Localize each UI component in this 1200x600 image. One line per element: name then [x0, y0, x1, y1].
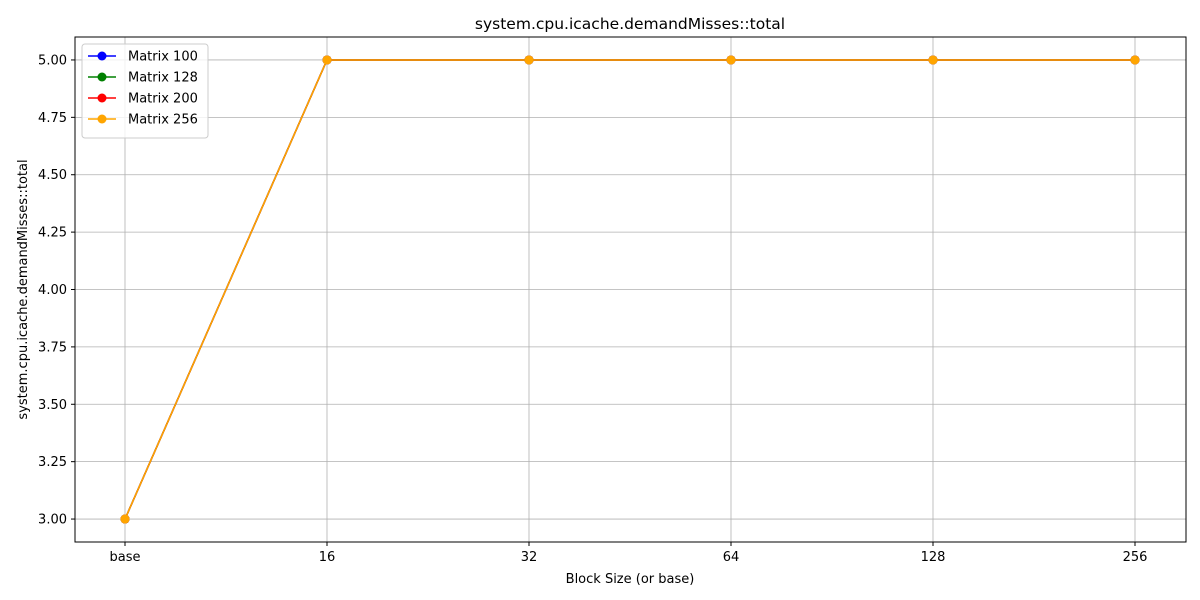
- series-line: [124, 59, 1135, 520]
- x-axis-title: Block Size (or base): [566, 572, 695, 587]
- data-point: [726, 55, 736, 65]
- x-tick-label: base: [110, 550, 141, 565]
- legend-label: Matrix 128: [128, 71, 198, 86]
- y-tick-label: 4.25: [38, 226, 67, 241]
- y-tick-label: 5.00: [38, 53, 67, 68]
- grid: [75, 37, 1186, 542]
- x-tick-label: 16: [319, 550, 336, 565]
- y-tick-label: 4.75: [38, 111, 67, 126]
- data-point: [524, 55, 534, 65]
- y-tick-label: 4.50: [38, 168, 67, 183]
- data-point: [120, 514, 130, 524]
- data-point: [928, 55, 938, 65]
- legend-label: Matrix 256: [128, 113, 198, 128]
- series-layer: [120, 55, 1140, 524]
- y-tick-label: 3.50: [38, 398, 67, 413]
- x-tick-label: 64: [723, 550, 740, 565]
- y-tick-label: 4.00: [38, 283, 67, 298]
- series-matrix-256: [120, 55, 1140, 524]
- legend-marker: [97, 114, 107, 124]
- data-point: [1130, 55, 1140, 65]
- x-tick-label: 128: [921, 550, 946, 565]
- legend-marker: [97, 51, 107, 61]
- ticks: base 16 32 64 128 256 3.00 3.25 3.50 3.75 4.00 4.25…: [38, 53, 1147, 565]
- x-tick-label: 256: [1123, 550, 1148, 565]
- y-tick-label: 3.25: [38, 455, 67, 470]
- legend: Matrix 100 Matrix 128 Matrix 200 Matrix 256: [81, 43, 209, 139]
- legend-label: Matrix 200: [128, 92, 198, 107]
- y-tick-label: 3.75: [38, 340, 67, 355]
- legend-marker: [97, 72, 107, 82]
- legend-marker: [97, 93, 107, 103]
- y-axis-title: system.cpu.icache.demandMisses::total: [16, 159, 31, 419]
- legend-label: Matrix 100: [128, 50, 198, 65]
- legend-box: [81, 43, 209, 139]
- y-tick-label: 3.00: [38, 513, 67, 528]
- x-tick-label: 32: [521, 550, 538, 565]
- data-point: [322, 55, 332, 65]
- chart-title: system.cpu.icache.demandMisses::total: [475, 15, 785, 33]
